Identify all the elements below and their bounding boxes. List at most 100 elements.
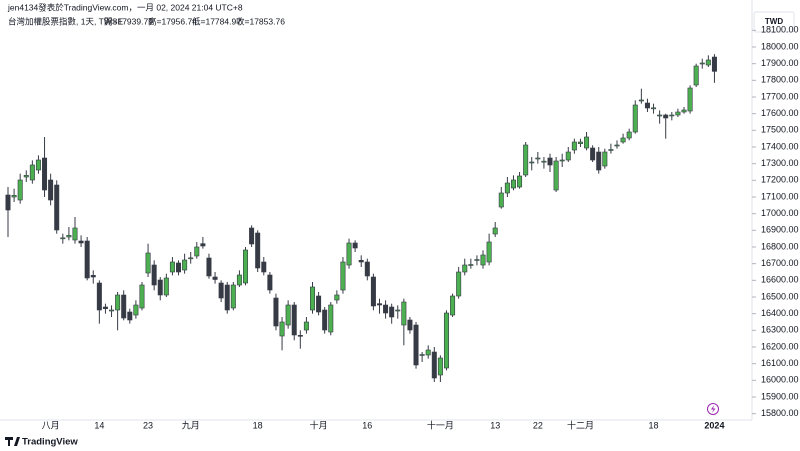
candle-body xyxy=(279,321,285,337)
candle-body xyxy=(590,147,596,161)
candle-body xyxy=(346,242,352,266)
y-tick-label: 16100.00 xyxy=(761,358,799,368)
y-tick-label: 17400.00 xyxy=(761,141,799,151)
y-tick-label: 17200.00 xyxy=(761,175,799,185)
candle-body xyxy=(657,114,663,117)
candle-body xyxy=(48,179,54,201)
candle-body xyxy=(602,151,608,167)
candle-body xyxy=(468,264,474,266)
candle-body xyxy=(675,111,681,116)
y-tick-label: 16700.00 xyxy=(761,258,799,268)
candle-body xyxy=(72,227,78,241)
candle-body xyxy=(431,351,437,379)
x-tick-label: 16 xyxy=(362,420,372,430)
candle-body xyxy=(243,249,249,284)
candle-body xyxy=(504,182,510,194)
currency: TWD xyxy=(765,17,783,26)
candle-body xyxy=(450,295,456,316)
currency-box xyxy=(753,11,795,33)
candle-body xyxy=(559,159,565,162)
candle-body xyxy=(334,294,340,301)
candle-body xyxy=(565,151,571,161)
candle-body xyxy=(218,282,224,299)
candle-body xyxy=(620,137,626,143)
candle-body xyxy=(163,277,169,296)
candle-body xyxy=(157,279,163,296)
y-tick-label: 17600.00 xyxy=(761,108,799,118)
candle-body xyxy=(96,282,102,311)
candle-body xyxy=(316,295,322,313)
y-tick-label: 17700.00 xyxy=(761,91,799,101)
candle-body xyxy=(523,144,529,176)
candle-body xyxy=(626,131,632,139)
candle-body xyxy=(571,141,577,151)
candle-body xyxy=(437,357,443,376)
y-tick-label: 16500.00 xyxy=(761,291,799,301)
candle-body xyxy=(194,246,200,257)
candle-body xyxy=(297,335,303,337)
event-icon-bolt xyxy=(711,405,716,413)
candle-body xyxy=(364,261,370,277)
y-tick-label: 17300.00 xyxy=(761,158,799,168)
ohlc-value: 高=17956.74 xyxy=(148,16,197,26)
candle-body xyxy=(145,252,151,274)
candle-body xyxy=(584,136,590,149)
candle-body xyxy=(644,102,650,109)
x-tick-label: 八月 xyxy=(42,420,60,430)
candle-body xyxy=(529,161,535,164)
candle-body xyxy=(711,56,717,72)
x-tick-label: 十一月 xyxy=(427,419,454,430)
y-tick-label: 15800.00 xyxy=(761,408,799,418)
candle-body xyxy=(407,319,413,331)
candle-body xyxy=(492,227,498,235)
y-tick-label: 16800.00 xyxy=(761,241,799,251)
candle-body xyxy=(419,354,425,356)
x-tick-label: 十月 xyxy=(310,419,328,430)
candle-body xyxy=(480,254,486,266)
event-icon xyxy=(707,403,719,415)
candle-body xyxy=(705,59,711,66)
candle-body xyxy=(687,87,693,112)
candle-body xyxy=(395,309,401,312)
x-tick-label: 十二月 xyxy=(567,419,594,430)
candle-body xyxy=(498,192,504,208)
y-tick-label: 16200.00 xyxy=(761,341,799,351)
x-tick-label: 九月 xyxy=(182,420,200,430)
candle-body xyxy=(249,227,255,245)
candle-body xyxy=(133,304,139,316)
branding: TradingView xyxy=(22,437,78,448)
candle-body xyxy=(29,164,35,181)
y-tick-label: 17000.00 xyxy=(761,208,799,218)
candle-body xyxy=(699,62,705,65)
ohlc-value: 開=17939.79 xyxy=(104,16,153,26)
candle-body xyxy=(669,114,675,117)
candle-body xyxy=(553,160,559,191)
candle-body xyxy=(212,276,218,280)
symbol: 台灣加權股票指數, 1天, TWSE xyxy=(8,16,124,26)
candle-body xyxy=(376,303,382,306)
logo-mark xyxy=(5,437,20,446)
candle-body xyxy=(84,240,90,279)
candle-body xyxy=(352,242,358,249)
candle-body xyxy=(389,306,395,318)
y-tick-label: 16300.00 xyxy=(761,325,799,335)
candle-body xyxy=(236,274,242,286)
y-tick-label: 17100.00 xyxy=(761,191,799,201)
ohlc-legend: 開=17939.79高=17956.74低=17784.97收=17853.76 xyxy=(104,16,285,26)
candle-body xyxy=(309,286,315,311)
candle-body xyxy=(267,274,273,291)
x-tick-label: 2024 xyxy=(704,420,724,430)
candle-body xyxy=(638,99,644,102)
candle-body xyxy=(614,144,620,147)
x-tick-label: 23 xyxy=(143,420,153,430)
candle-body xyxy=(188,257,194,260)
ohlc-value: 收=17853.76 xyxy=(236,16,285,26)
candle-body xyxy=(60,237,66,240)
candle-body xyxy=(517,175,523,188)
candle-body xyxy=(474,259,480,261)
candle-body xyxy=(596,151,602,171)
candle-body xyxy=(693,65,699,86)
candle-body xyxy=(206,257,212,277)
y-tick-label: 17500.00 xyxy=(761,125,799,135)
